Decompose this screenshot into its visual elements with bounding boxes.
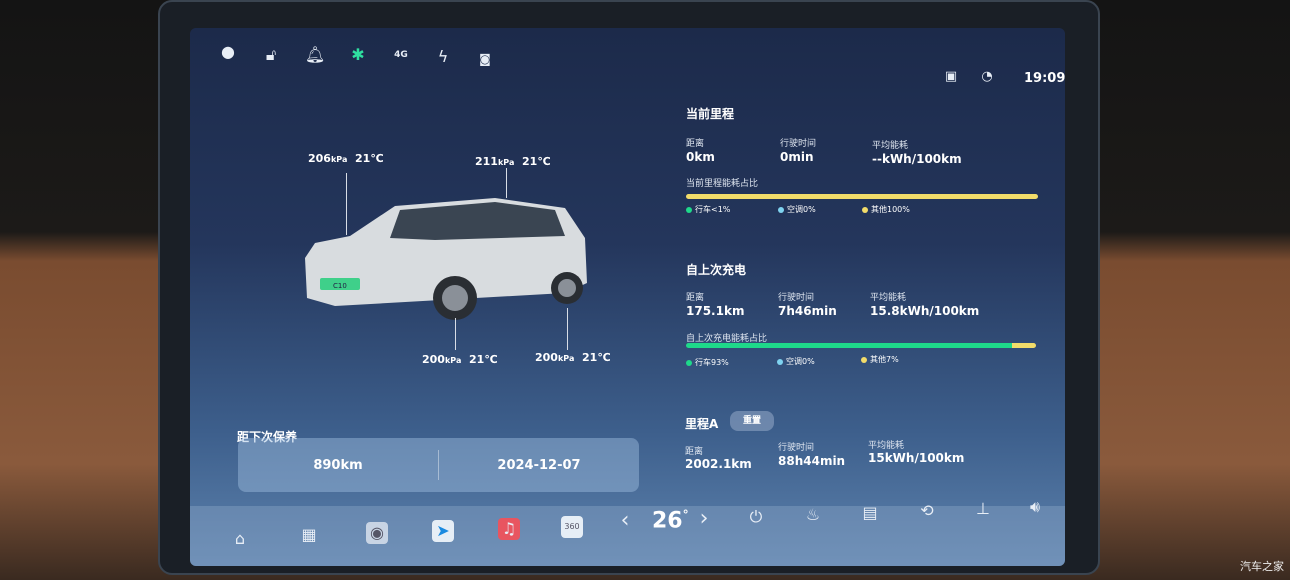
bar-segment-other xyxy=(1011,343,1036,348)
reset-button[interactable]: 重置 xyxy=(730,411,774,431)
consumption-label: 平均能耗 xyxy=(868,441,905,451)
tire-line xyxy=(567,308,568,350)
current-trip-title: 当前里程 xyxy=(686,107,735,121)
camera-360-icon[interactable]: 360 xyxy=(561,516,583,538)
climate-power-icon[interactable]: ⏻ xyxy=(749,507,763,526)
legend-other: 其他7% xyxy=(861,354,899,365)
camera-record-icon[interactable]: ◙ xyxy=(479,52,491,66)
tire-front-left: 206kPa 21℃ xyxy=(308,152,384,165)
front-defrost-icon[interactable]: ♨ xyxy=(805,505,821,524)
temp-increase-button[interactable]: › xyxy=(699,506,709,531)
unlock-icon[interactable]: 🔓︎ xyxy=(265,45,277,64)
dock: ⌂ ▦ ◉ ➤ ♫ 360 ‹ 26° › ⏻ ♨ ▤ ⟲ ⊥ 🔊︎ xyxy=(190,497,1065,566)
tire-rear-left: 211kPa 21℃ xyxy=(475,155,551,168)
consumption-label: 平均能耗 xyxy=(872,141,909,151)
consumption-value: --kWh/100km xyxy=(872,152,962,166)
time-value: 0min xyxy=(780,150,814,164)
settings-app-icon[interactable]: ◉ xyxy=(366,522,388,544)
user-avatar-icon[interactable]: ● xyxy=(221,42,235,61)
maintenance-card: 890km 2024-12-07 xyxy=(238,438,639,492)
ratio-title: 当前里程能耗占比 xyxy=(686,179,759,189)
tire-line xyxy=(346,173,347,235)
ratio-title: 自上次充电能耗占比 xyxy=(686,334,768,344)
tire-front-right: 200kPa 21℃ xyxy=(422,353,498,366)
car-badge: C10 xyxy=(333,282,347,290)
distance-label: 距离 xyxy=(686,293,705,303)
tire-rear-right: 200kPa 21℃ xyxy=(535,351,611,364)
time-value: 7h46min xyxy=(778,304,837,318)
time-label: 行驶时间 xyxy=(778,443,815,453)
steering-icon: ◔ xyxy=(981,69,993,84)
divider xyxy=(438,450,439,480)
bluetooth-icon[interactable]: ✱ xyxy=(351,45,365,64)
legend-ac: 空调0% xyxy=(777,356,815,367)
volume-icon[interactable]: 🔊︎ xyxy=(1029,497,1041,516)
temp-decrease-button[interactable]: ‹ xyxy=(620,508,630,533)
usb-icon: ▣ xyxy=(944,69,958,84)
trip-a-title: 里程A xyxy=(685,417,719,431)
music-app-icon[interactable]: ♫ xyxy=(498,518,520,540)
clock: 19:09 xyxy=(1024,71,1065,86)
screen: ● 🔓︎ 🔔︎ ✱ 4G ϟ ◙ ▣ ◔ 19:09 C10 206kPa 21… xyxy=(190,28,1065,566)
tire-line xyxy=(455,318,456,350)
air-recirculation-icon[interactable]: ⟲ xyxy=(920,501,934,520)
distance-value: 175.1km xyxy=(686,304,745,318)
legend-driving: 行车93% xyxy=(686,357,729,368)
distance-value: 2002.1km xyxy=(685,457,752,471)
energy-ratio-bar xyxy=(686,194,1038,199)
car-image: C10 xyxy=(305,198,587,320)
apps-grid-icon[interactable]: ▦ xyxy=(301,525,317,544)
since-charge-title: 自上次充电 xyxy=(686,263,747,277)
wireless-charging-icon[interactable]: ϟ xyxy=(437,47,449,66)
consumption-value: 15.8kWh/100km xyxy=(870,304,980,318)
maintenance-distance: 890km xyxy=(313,457,363,473)
distance-value: 0km xyxy=(686,150,715,164)
time-value: 88h44min xyxy=(778,454,846,468)
time-label: 行驶时间 xyxy=(780,139,817,149)
legend-driving: 行车<1% xyxy=(686,204,730,215)
distance-label: 距离 xyxy=(686,139,705,149)
bell-icon[interactable]: 🔔︎ xyxy=(304,45,326,64)
seat-icon[interactable]: ⊥ xyxy=(976,499,990,518)
legend-other: 其他100% xyxy=(862,204,910,215)
consumption-value: 15kWh/100km xyxy=(868,451,965,465)
time-label: 行驶时间 xyxy=(778,293,815,303)
4g-signal-icon: 4G xyxy=(394,50,408,60)
rear-defrost-icon[interactable]: ▤ xyxy=(862,503,878,522)
energy-ratio-bar xyxy=(686,343,1036,348)
consumption-label: 平均能耗 xyxy=(870,293,907,303)
temperature-value: 26° xyxy=(652,508,689,534)
maintenance-title: 距下次保养 xyxy=(237,430,298,444)
maintenance-date: 2024-12-07 xyxy=(497,457,581,473)
home-icon[interactable]: ⌂ xyxy=(234,529,246,548)
distance-label: 距离 xyxy=(685,447,704,457)
legend-ac: 空调0% xyxy=(778,204,816,215)
watermark: 汽车之家 xyxy=(1240,560,1284,573)
bar-segment-other xyxy=(686,194,1038,199)
tire-line xyxy=(506,168,507,198)
navigation-app-icon[interactable]: ➤ xyxy=(432,520,454,542)
bar-segment-driving xyxy=(686,343,1012,348)
